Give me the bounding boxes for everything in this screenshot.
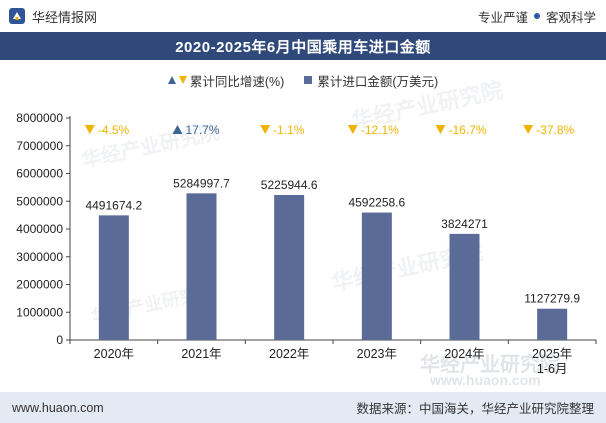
triangle-down-icon	[178, 76, 187, 84]
x-tick-label: 2025年	[532, 347, 572, 361]
bar	[449, 233, 480, 340]
x-tick-label: 2024年	[444, 347, 484, 361]
bar	[537, 308, 568, 340]
square-icon	[304, 76, 313, 84]
growth-down-marker	[260, 125, 271, 134]
bar-value-label: 1127279.9	[524, 292, 580, 306]
bar	[361, 212, 392, 340]
growth-label: -37.8%	[536, 123, 574, 137]
bar-value-label: 4491674.2	[85, 198, 142, 212]
chart-legend: 累计同比增速(%) 累计进口金额(万美元)	[0, 70, 606, 90]
y-tick-label: 3000000	[16, 250, 63, 264]
legend-amount-label: 累计进口金额(万美元)	[317, 74, 439, 89]
growth-label: -1.1%	[273, 123, 305, 137]
x-tick-label: 2021年	[181, 347, 221, 361]
tagline-left: 专业严谨	[477, 10, 528, 25]
y-tick-label: 1000000	[16, 305, 63, 319]
huajing-logo-icon	[9, 8, 25, 24]
tagline-right: 客观科学	[545, 10, 596, 25]
footer-source: 数据来源：中国海关，华经产业研究院整理	[356, 402, 594, 416]
bar-value-label: 5225944.6	[261, 178, 318, 192]
y-tick-label: 4000000	[16, 222, 63, 236]
growth-label: -16.7%	[449, 123, 487, 137]
legend-growth: 累计同比增速(%)	[167, 71, 285, 90]
growth-label: -4.5%	[98, 123, 130, 137]
x-tick-label: 2023年	[357, 347, 397, 361]
chart-title: 2020-2025年6月中国乘用车进口金额	[175, 38, 431, 56]
chart-title-bar: 2020-2025年6月中国乘用车进口金额	[0, 32, 606, 60]
y-tick-label: 8000000	[16, 111, 63, 125]
legend-amount: 累计进口金额(万美元)	[304, 71, 438, 90]
tagline: 专业严谨 客观科学	[478, 7, 596, 26]
growth-up-marker	[172, 125, 183, 134]
bar-value-label: 3824271	[441, 217, 488, 231]
legend-growth-label: 累计同比增速(%)	[189, 74, 285, 89]
bar	[186, 193, 217, 340]
top-bar: 华经情报网 专业严谨 客观科学	[0, 0, 606, 32]
triangle-up-icon	[167, 76, 176, 84]
bar	[98, 215, 129, 340]
x-tick-label: 1-6月	[537, 362, 568, 376]
y-tick-label: 2000000	[16, 278, 63, 292]
separator-dot-icon	[533, 13, 540, 19]
growth-label: -12.1%	[361, 123, 399, 137]
growth-label: 17.7%	[186, 123, 220, 137]
growth-down-marker	[523, 125, 534, 134]
x-tick-label: 2022年	[269, 347, 309, 361]
bar-chart: 0 1000000 2000000 3000000 4000000 5000000 6000…	[16, 111, 597, 376]
brand[interactable]: 华经情报网	[8, 7, 97, 26]
bar-value-label: 4592258.6	[348, 196, 405, 210]
growth-down-marker	[347, 125, 358, 134]
y-tick-label: 5000000	[16, 194, 63, 208]
brand-name: 华经情报网	[32, 9, 98, 25]
growth-down-marker	[435, 125, 446, 134]
y-tick-label: 6000000	[16, 167, 63, 181]
y-tick-label: 7000000	[16, 139, 63, 153]
footer: www.huaon.com 数据来源：中国海关，华经产业研究院整理	[0, 392, 606, 423]
footer-website[interactable]: www.huaon.com	[12, 400, 104, 415]
bar	[274, 194, 305, 340]
growth-down-marker	[84, 125, 95, 134]
bar-value-label: 5284997.7	[173, 176, 230, 190]
y-tick-label: 0	[56, 333, 63, 347]
x-tick-label: 2020年	[94, 347, 134, 361]
